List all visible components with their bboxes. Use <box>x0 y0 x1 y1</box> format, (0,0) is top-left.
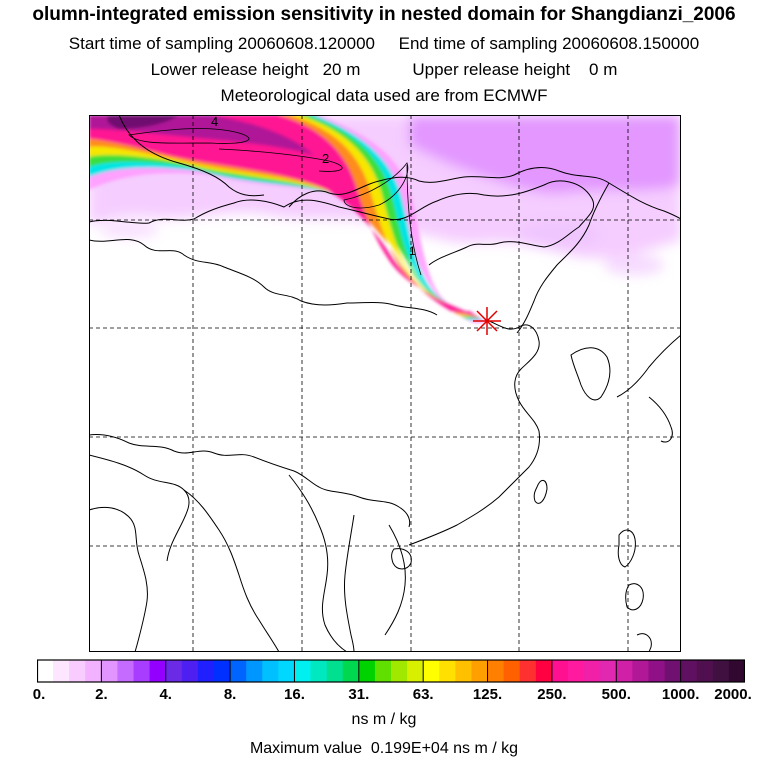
color-scale-swatch <box>535 660 553 682</box>
color-scale-swatch <box>214 660 231 682</box>
color-scale-swatch <box>519 660 537 682</box>
color-scale-swatch <box>117 660 135 682</box>
color-scale-tick-label: 16. <box>284 686 305 703</box>
color-scale-swatch <box>262 660 279 682</box>
color-scale-tick-label: 31. <box>348 686 370 703</box>
color-scale-tick-label: 2. <box>95 686 108 703</box>
color-scale-swatch <box>696 660 714 682</box>
color-scale-swatch <box>246 660 263 682</box>
color-scale-tick-label: 125. <box>472 686 503 703</box>
contour-label-1: 1 <box>409 244 416 258</box>
color-scale-swatch <box>648 660 666 682</box>
emission-sensitivity-map: 4 2 1 <box>89 115 681 652</box>
color-scale-tick-label: 0. <box>32 686 46 703</box>
contour-label-2: 2 <box>322 151 329 166</box>
maximum-value: Maximum value 0.199E+04 ns m / kg <box>249 740 519 757</box>
color-scale-swatch <box>358 660 376 682</box>
color-scale-unit: ns m / kg <box>351 711 417 728</box>
color-scale-swatch <box>342 660 360 682</box>
color-scale-swatch <box>600 660 617 682</box>
color-scale-tick-label: 63. <box>412 686 434 703</box>
color-scale-swatch <box>278 660 295 682</box>
color-scale-swatch <box>616 660 633 682</box>
color-scale-tick-label: 1000. <box>661 686 700 703</box>
color-scale-swatch <box>551 660 569 682</box>
color-scale-swatch <box>53 660 70 682</box>
color-scale-swatch <box>632 660 649 682</box>
color-scale-swatch <box>310 660 328 682</box>
color-scale-swatch <box>712 660 730 682</box>
sampling-times: Start time of sampling 20060608.120000 E… <box>68 34 700 53</box>
color-scale-swatch <box>471 660 489 682</box>
release-heights: Lower release height 20 m Upper release … <box>150 60 618 79</box>
color-scale-swatch <box>423 660 440 682</box>
plot-title: olumn-integrated emission sensitivity in… <box>32 4 736 25</box>
color-scale-tick-label: 4. <box>159 686 172 703</box>
color-scale-swatch <box>503 660 521 682</box>
color-scale-swatch <box>455 660 472 682</box>
color-scale-tick-label: 2000. <box>714 686 752 703</box>
color-scale-swatch <box>439 660 456 682</box>
color-scale-swatch <box>230 660 247 682</box>
red-star-icon <box>473 307 501 335</box>
color-scale-swatch <box>181 660 199 682</box>
color-scale-swatch <box>568 660 585 682</box>
color-scale-tick-label: 250. <box>537 686 567 703</box>
country-borders <box>89 115 681 652</box>
color-scale-swatch <box>165 660 183 682</box>
color-scale-swatch <box>374 660 392 682</box>
color-scale-bar <box>37 659 745 683</box>
met-data-source: Meteorological data used are from ECMWF <box>220 86 548 105</box>
lat-lon-grid <box>89 115 681 652</box>
color-scale-swatch <box>407 660 424 682</box>
color-scale-swatch <box>149 660 167 682</box>
contour-label-4: 4 <box>211 115 218 129</box>
color-scale-swatch <box>391 660 408 682</box>
color-scale-tick-label: 500. <box>601 686 631 703</box>
color-scale-swatch <box>85 660 102 682</box>
color-scale-swatch <box>326 660 344 682</box>
color-scale-swatch <box>728 660 745 682</box>
color-scale-swatch <box>680 660 698 682</box>
color-scale-swatch <box>69 660 86 682</box>
color-scale-swatch <box>101 660 118 682</box>
color-scale-swatch <box>584 660 601 682</box>
color-scale-tick-label: 8. <box>223 686 237 703</box>
color-scale-swatch <box>664 660 682 682</box>
color-scale-swatch <box>487 660 505 682</box>
color-scale-swatch <box>197 660 215 682</box>
color-scale-swatch <box>133 660 151 682</box>
color-scale-swatch <box>294 660 312 682</box>
color-scale-swatch <box>37 660 54 682</box>
